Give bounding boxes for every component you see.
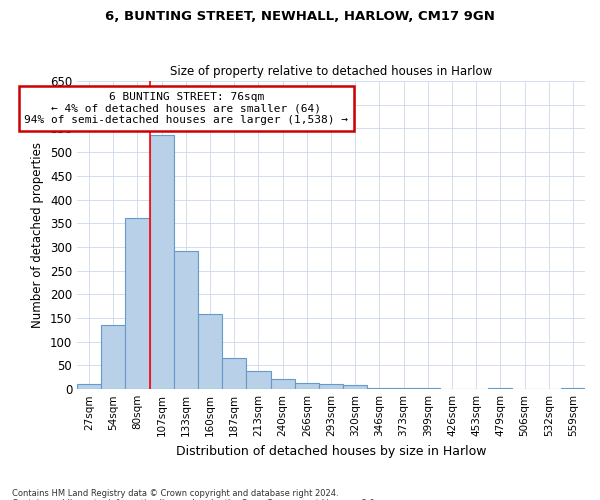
Bar (222, 358, 247, 389)
Bar (125, 218, 149, 389)
Bar (561, 388, 585, 389)
Title: Size of property relative to detached houses in Harlow: Size of property relative to detached ho… (170, 66, 492, 78)
X-axis label: Distribution of detached houses by size in Harlow: Distribution of detached houses by size … (176, 444, 486, 458)
Bar (391, 388, 416, 389)
Bar (198, 314, 222, 389)
Text: 6, BUNTING STREET, NEWHALL, HARLOW, CM17 9GN: 6, BUNTING STREET, NEWHALL, HARLOW, CM17… (105, 10, 495, 23)
Y-axis label: Number of detached properties: Number of detached properties (31, 142, 44, 328)
Bar (149, 134, 174, 389)
Text: 6 BUNTING STREET: 76sqm
← 4% of detached houses are smaller (64)
94% of semi-det: 6 BUNTING STREET: 76sqm ← 4% of detached… (24, 92, 348, 125)
Bar (488, 388, 512, 389)
Bar (343, 386, 367, 389)
Bar (174, 251, 198, 389)
Bar (367, 388, 391, 389)
Bar (77, 384, 101, 389)
Bar (295, 382, 319, 389)
Bar (247, 371, 271, 389)
Bar (319, 384, 343, 389)
Bar (271, 379, 295, 389)
Bar (416, 388, 440, 389)
Bar (101, 325, 125, 389)
Text: Contains public sector information licensed under the Open Government Licence v3: Contains public sector information licen… (12, 498, 377, 500)
Text: Contains HM Land Registry data © Crown copyright and database right 2024.: Contains HM Land Registry data © Crown c… (12, 488, 338, 498)
